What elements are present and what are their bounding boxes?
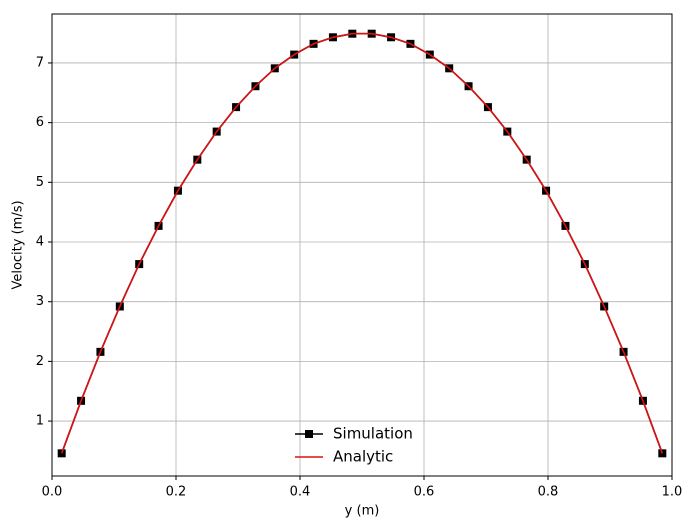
plot-frame bbox=[51, 13, 673, 477]
x-tick-label: 0.8 bbox=[538, 485, 559, 500]
legend-label: Simulation bbox=[333, 425, 413, 443]
y-tick-label: 3 bbox=[36, 294, 44, 309]
y-axis-label: Velocity (m/s) bbox=[11, 200, 26, 289]
y-tick-label: 4 bbox=[36, 235, 44, 250]
x-axis-label: y (m) bbox=[345, 504, 380, 519]
y-tick-label: 5 bbox=[36, 175, 44, 190]
y-tick-label: 7 bbox=[36, 55, 44, 70]
series-line bbox=[60, 32, 664, 454]
y-tick-label: 6 bbox=[36, 115, 44, 130]
series-line bbox=[60, 32, 664, 454]
x-tick-label: 0.4 bbox=[290, 485, 311, 500]
legend-marker bbox=[305, 430, 313, 438]
y-tick-label: 2 bbox=[36, 354, 44, 369]
x-tick-label: 1.0 bbox=[662, 485, 683, 500]
x-tick-label: 0.0 bbox=[42, 485, 63, 500]
y-tick-label: 1 bbox=[36, 414, 44, 429]
x-tick-label: 0.2 bbox=[166, 485, 187, 500]
x-tick-label: 0.6 bbox=[414, 485, 435, 500]
legend-label: Analytic bbox=[333, 448, 393, 466]
